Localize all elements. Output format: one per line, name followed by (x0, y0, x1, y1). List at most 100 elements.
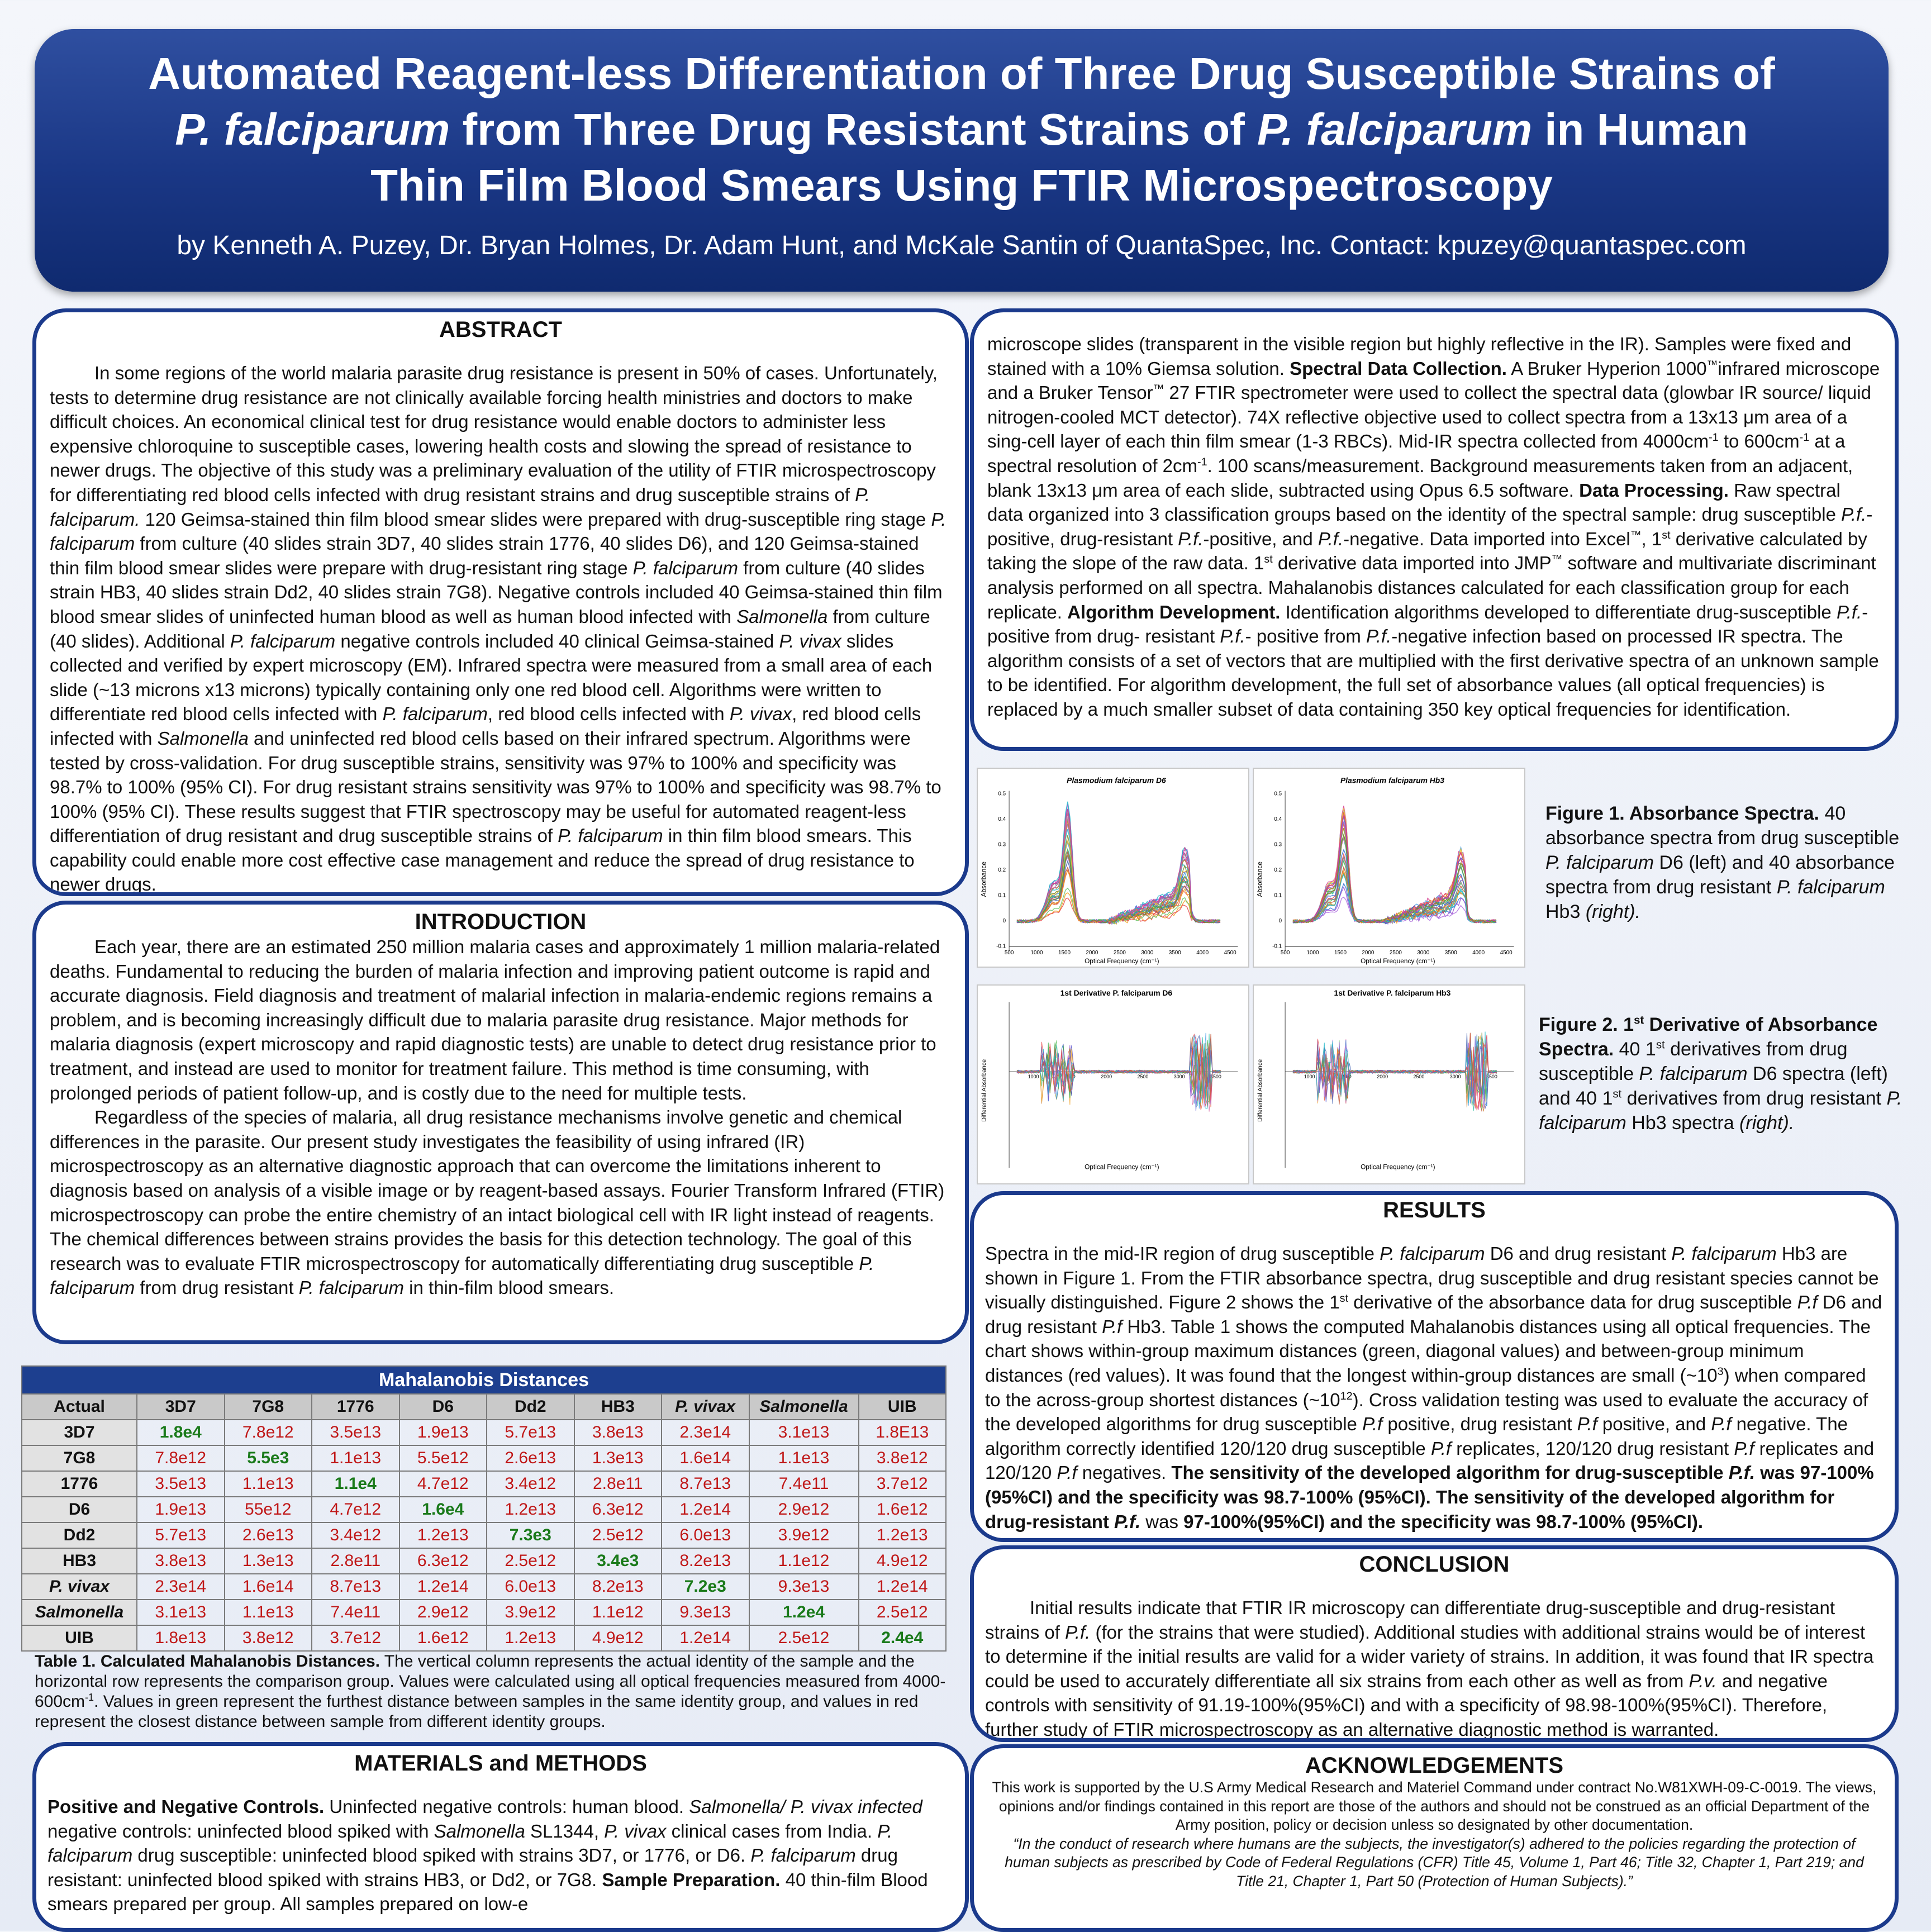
x-tick-label: 3500 (1169, 950, 1181, 956)
table-cell: 1.6e12 (858, 1496, 947, 1523)
f1l-yticks: 0.5 0.4 0.3 0.2 0.1 0 -0.1 (996, 791, 1006, 949)
table-cell: 1.6e14 (661, 1445, 750, 1472)
table-cell: 3.8e13 (136, 1548, 225, 1574)
table-cell: 1.3e13 (573, 1445, 662, 1472)
table-row: UIB 1.8e13 3.8e12 3.7e12 1.6e12 1.2e13 4.9e12 1… (21, 1625, 947, 1652)
svg-text:1st Derivative P. falciparum D: 1st Derivative P. falciparum D6 (1060, 988, 1173, 997)
conclusion-heading: CONCLUSION (1359, 1552, 1510, 1577)
table-cell: 3.4e12 (486, 1471, 575, 1497)
materials-methods-text: Positive and Negative Controls. Uninfect… (47, 1796, 928, 1915)
x-tick-label: 3500 (1210, 1074, 1221, 1079)
y-tick-label: 0.1 (998, 892, 1006, 898)
table-cell: 2.5e12 (858, 1599, 947, 1626)
acknowledgements-text: This work is supported by the U.S Army M… (992, 1779, 1877, 1833)
table-header-row: Actual 3D7 7G8 1776 D6 Dd2 HB3 P. vivax Salmonel… (21, 1393, 947, 1420)
table-cell: 2.5e12 (748, 1625, 859, 1652)
table-cell: 2.4e4 (858, 1625, 947, 1652)
table-cell: 3.8e13 (573, 1419, 662, 1446)
table-row: 7G8 7.8e12 5.5e3 1.1e13 5.5e12 2.6e13 1.3e13 1.… (21, 1445, 947, 1472)
table-cell: 3.7e12 (858, 1471, 947, 1497)
table-cell: 7.4e11 (311, 1599, 400, 1626)
table-cell: 7.2e3 (661, 1573, 750, 1600)
y-tick-label: -0.1 (996, 943, 1006, 949)
x-tick-label: 2000 (1362, 950, 1374, 956)
y-tick-label: -0.1 (1272, 943, 1282, 949)
x-tick-label: 2500 (1138, 1074, 1149, 1079)
table-cell: 3.8e12 (223, 1625, 312, 1652)
derivative-hb3-svg: 1st Derivative P. falciparum Hb3 1000 150… (1257, 988, 1514, 1170)
table-cell: 5.5e12 (398, 1445, 487, 1472)
column-header: P. vivax (661, 1393, 750, 1420)
row-header: 1776 (21, 1471, 137, 1497)
svg-text:Differential Absorbance: Differential Absorbance (981, 1059, 988, 1122)
conclusion-panel: CONCLUSION Initial results indicate that… (970, 1545, 1899, 1742)
row-header: P. vivax (21, 1573, 137, 1600)
poster-header: Automated Reagent-less Differentiation o… (35, 29, 1889, 292)
introduction-paragraph-2: Regardless of the species of malaria, al… (50, 1107, 945, 1298)
introduction-panel: INTRODUCTION Each year, there are an est… (32, 901, 969, 1344)
figure1-caption: Figure 1. Absorbance Spectra. 40 absorba… (1545, 803, 1900, 922)
table-cell: 1.2e14 (661, 1496, 750, 1523)
y-tick-label: 0.4 (998, 816, 1006, 822)
y-tick-label: 0.1 (1274, 892, 1282, 898)
derivative-line (1016, 1041, 1221, 1111)
table-cell: 1.8e4 (136, 1419, 225, 1446)
y-tick-label: 0 (1003, 918, 1006, 924)
spectrum-line (1292, 815, 1497, 924)
x-tick-label: 4000 (1472, 950, 1485, 956)
table-cell: 55e12 (223, 1496, 312, 1523)
svg-text:Plasmodium falciparum Hb3: Plasmodium falciparum Hb3 (1340, 776, 1444, 785)
spectrum-line (1016, 801, 1221, 924)
title-line-2: P. falciparum from Three Drug Resistant … (175, 104, 1748, 154)
svg-text:Optical Frequency (cm⁻¹): Optical Frequency (cm⁻¹) (1361, 1163, 1435, 1170)
figure2-left-chart: 1st Derivative P. falciparum D6 1000 1500… (977, 984, 1249, 1184)
x-tick-label: 2000 (1377, 1074, 1388, 1079)
derivative-d6-svg: 1st Derivative P. falciparum D6 1000 1500… (981, 988, 1238, 1170)
x-tick-label: 3000 (1141, 950, 1153, 956)
x-tick-label: 1000 (1028, 1074, 1039, 1079)
table-row: P. vivax 2.3e14 1.6e14 8.7e13 1.2e14 6.0e13 8.… (21, 1573, 947, 1600)
table-cell: 8.2e13 (573, 1573, 662, 1600)
acknowledgements-quote: “In the conduct of research where humans… (1005, 1835, 1864, 1890)
table-cell: 6.0e13 (661, 1522, 750, 1549)
table-cell: 1.8e13 (136, 1625, 225, 1652)
table-cell: 8.7e13 (311, 1573, 400, 1600)
table-cell: 5.5e3 (223, 1445, 312, 1472)
x-tick-label: 1000 (1304, 1074, 1315, 1079)
x-tick-label: 4500 (1224, 950, 1236, 956)
f2r-derivatives (1292, 1031, 1497, 1112)
x-tick-label: 1500 (1058, 950, 1071, 956)
svg-text:Optical Frequency (cm⁻¹): Optical Frequency (cm⁻¹) (1361, 957, 1435, 965)
table-cell: 3.8e12 (858, 1445, 947, 1472)
y-tick-label: 0.3 (998, 841, 1006, 848)
column-header: 1776 (311, 1393, 400, 1420)
table-cell: 4.7e12 (311, 1496, 400, 1523)
title-line-1: Automated Reagent-less Differentiation o… (148, 49, 1775, 98)
table-cell: 8.7e13 (661, 1471, 750, 1497)
x-tick-label: 2500 (1390, 950, 1402, 956)
f1l-spectra (1016, 801, 1221, 925)
table-cell: 2.5e12 (573, 1522, 662, 1549)
x-tick-label: 2500 (1114, 950, 1126, 956)
row-header: Dd2 (21, 1522, 137, 1549)
column-header: 3D7 (136, 1393, 225, 1420)
table-cell: 1.9e13 (398, 1419, 487, 1446)
conclusion-text: Initial results indicate that FTIR IR mi… (985, 1597, 1874, 1740)
x-tick-label: 1000 (1031, 950, 1043, 956)
x-tick-label: 3000 (1174, 1074, 1185, 1079)
table-cell: 1.1e13 (223, 1599, 312, 1626)
x-tick-label: 4500 (1500, 950, 1513, 956)
absorbance-hb3-svg: Plasmodium falciparum Hb3 0.50.40.30.20.… (1256, 776, 1514, 965)
materials-methods-heading: MATERIALS and METHODS (354, 1751, 647, 1776)
table-cell: 1.1e13 (748, 1445, 859, 1472)
results-text: Spectra in the mid-IR region of drug sus… (985, 1243, 1882, 1532)
column-header: 7G8 (223, 1393, 312, 1420)
x-tick-label: 3000 (1417, 950, 1429, 956)
table-cell: 1.8E13 (858, 1419, 947, 1446)
table-cell: 4.9e12 (573, 1625, 662, 1652)
acknowledgements-panel: ACKNOWLEDGEMENTS This work is supported … (970, 1744, 1899, 1932)
row-header: D6 (21, 1496, 137, 1523)
x-tick-label: 2000 (1101, 1074, 1112, 1079)
spectrum-line (1292, 873, 1497, 924)
column-header: HB3 (573, 1393, 662, 1420)
